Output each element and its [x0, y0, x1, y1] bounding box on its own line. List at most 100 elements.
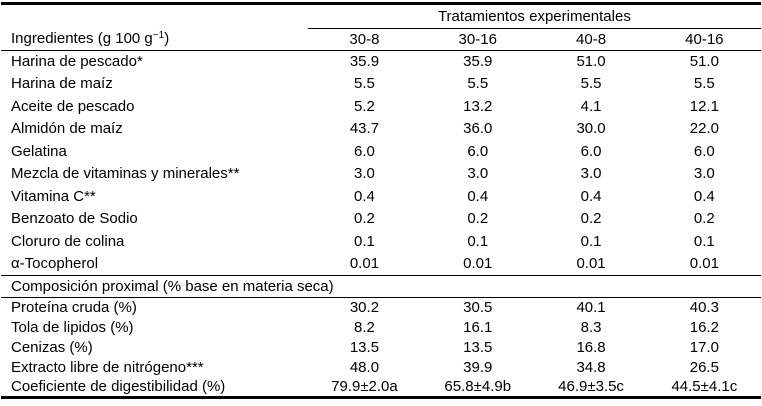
row-label: Benzoato de Sodio: [11, 210, 138, 228]
column-header: 30-8: [307, 28, 422, 51]
cell-value: 13.5: [349, 338, 380, 356]
cell-value: 6.0: [693, 142, 715, 160]
cell-value: 12.1: [689, 97, 719, 115]
ingredients-section: Harina de pescado* 35.9 35.9 51.0 51.0 Harina…: [1, 51, 761, 276]
cell-value: 35.9: [463, 53, 493, 71]
cell-value: 6.0: [467, 142, 489, 160]
cell-value: 44.5±4.1c: [671, 377, 738, 395]
table-row: Tola de lipidos (%) 8.2 16.1 8.3 16.2: [1, 318, 761, 338]
cell-value: 30.2: [349, 298, 380, 316]
cell-value: 22.0: [689, 120, 719, 138]
table-row: Almidón de maíz 43.7 36.0 30.0 22.0: [1, 118, 761, 141]
table-row: Proteína cruda (%) 30.2 30.5 40.1 40.3: [1, 298, 761, 318]
cell-value: 36.0: [463, 120, 493, 138]
corner-cell: [1, 4, 308, 29]
cell-value: 3.0: [580, 165, 602, 183]
cell-value: 0.2: [580, 210, 602, 228]
cell-value: 40.3: [689, 298, 719, 316]
cell-value: 51.0: [689, 53, 719, 71]
cell-value: 16.1: [463, 318, 493, 336]
column-header-row: Ingredientes (g 100 g−1) 30-8 30-16 40-8…: [1, 28, 761, 51]
cell-value: 0.4: [693, 187, 715, 205]
row-label: Harina de pescado*: [11, 53, 143, 71]
cell-value: 46.9±3.5c: [558, 377, 624, 395]
cell-value: 65.8±4.9b: [444, 377, 512, 395]
row-label: Coeficiente de digestibilidad (%): [11, 377, 226, 395]
proximal-section: Proteína cruda (%) 30.2 30.5 40.1 40.3 Tola d…: [1, 298, 761, 398]
table-header: Tratamientos experimentales Ingredientes…: [1, 3, 761, 51]
cell-value: 79.9±2.0a: [331, 377, 398, 395]
cell-value: 51.0: [576, 53, 606, 71]
row-label: Tola de lipidos (%): [11, 318, 134, 336]
cell-value: 40.1: [576, 298, 606, 316]
row-label: Extracto libre de nitrógeno***: [11, 358, 204, 376]
ingredients-header-text: Ingredientes (g 100 g: [11, 30, 153, 48]
unit-superscript: −1: [152, 30, 165, 42]
cell-value: 4.1: [580, 97, 602, 115]
cell-value: 3.0: [467, 165, 489, 183]
row-label: Aceite de pescado: [11, 97, 135, 115]
table-row: Gelatina 6.0 6.0 6.0 6.0: [1, 141, 761, 164]
row-label: Vitamina C**: [11, 187, 96, 205]
cell-value: 6.0: [354, 142, 375, 160]
cell-value: 17.0: [689, 338, 719, 356]
cell-value: 8.3: [580, 318, 602, 336]
cell-value: 5.5: [467, 75, 489, 93]
table-row: Coeficiente de digestibilidad (%) 79.9±2.…: [1, 378, 761, 398]
column-header: 40-16: [647, 28, 761, 51]
column-header: 30-16: [421, 28, 535, 51]
cell-value: 30.5: [463, 298, 493, 316]
table-row: Mezcla de vitaminas y minerales** 3.0 3.0 3…: [1, 163, 761, 186]
cell-value: 0.01: [463, 255, 493, 273]
proximal-section-header: Composición proximal (% base en materia …: [1, 275, 761, 298]
row-label: Cenizas (%): [11, 338, 93, 356]
cell-value: 13.5: [463, 338, 493, 356]
row-label: Proteína cruda (%): [11, 298, 137, 316]
cell-value: 39.9: [463, 358, 493, 376]
table-row: Harina de pescado* 35.9 35.9 51.0 51.0: [1, 51, 761, 74]
row-label: Cloruro de colina: [11, 232, 125, 250]
cell-value: 35.9: [349, 53, 380, 71]
cell-value: 0.1: [467, 232, 489, 250]
table-row: Aceite de pescado 5.2 13.2 4.1 12.1: [1, 96, 761, 119]
cell-value: 0.4: [467, 187, 489, 205]
cell-value: 3.0: [693, 165, 715, 183]
cell-value: 8.2: [354, 318, 375, 336]
table-row: Benzoato de Sodio 0.2 0.2 0.2 0.2: [1, 208, 761, 231]
table-row: Cenizas (%) 13.5 13.5 16.8 17.0: [1, 338, 761, 358]
cell-value: 30.0: [576, 120, 606, 138]
row-label: Mezcla de vitaminas y minerales**: [11, 165, 240, 183]
cell-value: 5.2: [354, 97, 375, 115]
table-row: Harina de maíz 5.5 5.5 5.5 5.5: [1, 73, 761, 96]
cell-value: 0.1: [354, 232, 375, 250]
ingredients-header-close: ): [164, 30, 170, 48]
cell-value: 3.0: [354, 165, 375, 183]
diet-composition-table: Tratamientos experimentales Ingredientes…: [1, 2, 761, 399]
cell-value: 0.01: [349, 255, 380, 273]
table-row: Cloruro de colina 0.1 0.1 0.1 0.1: [1, 231, 761, 254]
cell-value: 26.5: [689, 358, 719, 376]
table-row: Extracto libre de nitrógeno*** 48.0 39.9 34…: [1, 358, 761, 378]
table-row: α-Tocopherol 0.01 0.01 0.01 0.01: [1, 253, 761, 276]
cell-value: 0.4: [580, 187, 602, 205]
section-divider: Composición proximal (% base en materia …: [1, 275, 761, 298]
cell-value: 16.8: [576, 338, 606, 356]
cell-value: 0.2: [467, 210, 489, 228]
table-row: Vitamina C** 0.4 0.4 0.4 0.4: [1, 186, 761, 209]
cell-value: 0.01: [576, 255, 606, 273]
cell-value: 6.0: [580, 142, 602, 160]
row-label: Harina de maíz: [11, 75, 113, 93]
cell-value: 5.5: [580, 75, 602, 93]
cell-value: 0.1: [693, 232, 715, 250]
cell-value: 34.8: [576, 358, 606, 376]
ingredients-header: Ingredientes (g 100 g−1): [1, 28, 308, 51]
cell-value: 16.2: [689, 318, 719, 336]
row-label: α-Tocopherol: [11, 255, 99, 273]
row-label: Almidón de maíz: [11, 120, 123, 138]
section-header-row: Composición proximal (% base en materia …: [1, 275, 761, 298]
cell-value: 43.7: [349, 120, 380, 138]
treatments-group-row: Tratamientos experimentales: [1, 3, 761, 29]
cell-value: 5.5: [354, 75, 375, 93]
row-label: Gelatina: [11, 142, 67, 160]
